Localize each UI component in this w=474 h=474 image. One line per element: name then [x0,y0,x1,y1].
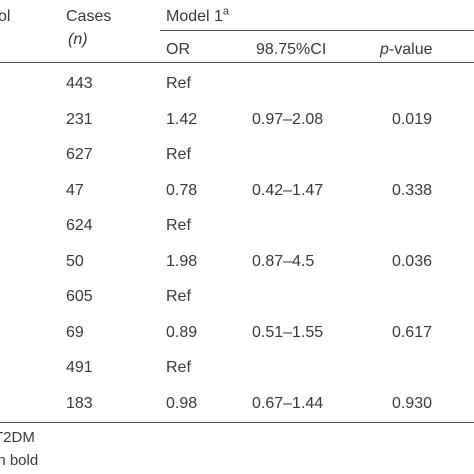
p-value-header: p-value [380,40,432,60]
model-header: Model 1a [166,5,230,27]
or-cell: 0.78 [166,182,198,199]
ci-cell: 0.97–2.08 [252,111,324,128]
cases-cell: 624 [66,217,93,234]
or-cell: 1.98 [166,253,198,270]
or-cell: Ref [166,359,191,376]
p-value-cell: 0.617 [391,324,432,341]
cases-cell: 491 [66,359,93,376]
p-value-cell: 0.019 [391,111,432,128]
header-bottom-rule [0,62,474,63]
cases-header: Cases [66,8,112,25]
cases-cell: 50 [66,253,84,270]
footnote-line-1: T2DM [0,429,35,446]
ci-cell: 0.87–4.5 [252,253,315,270]
or-cell: Ref [166,75,191,92]
p-value-cell: 0.036 [391,253,432,270]
p-value-cell: 0.338 [391,182,432,199]
model-header-footnote-marker: a [222,5,230,18]
model-header-label: Model 1 [166,8,223,25]
or-cell: Ref [166,217,191,234]
ci-header: 98.75%CI [256,41,327,58]
p-value-header-suffix: -value [388,41,433,58]
cases-cell: 69 [66,324,84,341]
cases-cell: 47 [66,182,84,199]
cases-cell: 231 [66,111,93,128]
cases-cell: 183 [66,395,93,412]
or-cell: 1.42 [166,111,198,128]
ci-cell: 0.67–1.44 [252,395,324,412]
or-cell: 0.98 [166,395,198,412]
p-value-header-p: p [380,41,389,58]
cases-cell: 605 [66,288,93,305]
or-cell: Ref [166,288,191,305]
table-bottom-rule [0,422,474,423]
ci-cell: 0.51–1.55 [252,324,324,341]
or-header: OR [166,41,190,58]
or-cell: Ref [166,146,191,163]
footnote-line-2: in bold [0,452,39,469]
p-value-cell: 0.930 [391,395,432,412]
or-cell: 0.89 [166,324,198,341]
header-partial-column-label: ol [0,8,11,25]
cases-cell: 443 [66,75,93,92]
ci-cell: 0.42–1.47 [252,182,324,199]
cases-subheader: (n) [68,31,88,48]
cases-cell: 627 [66,146,93,163]
model-header-rule [160,30,474,31]
